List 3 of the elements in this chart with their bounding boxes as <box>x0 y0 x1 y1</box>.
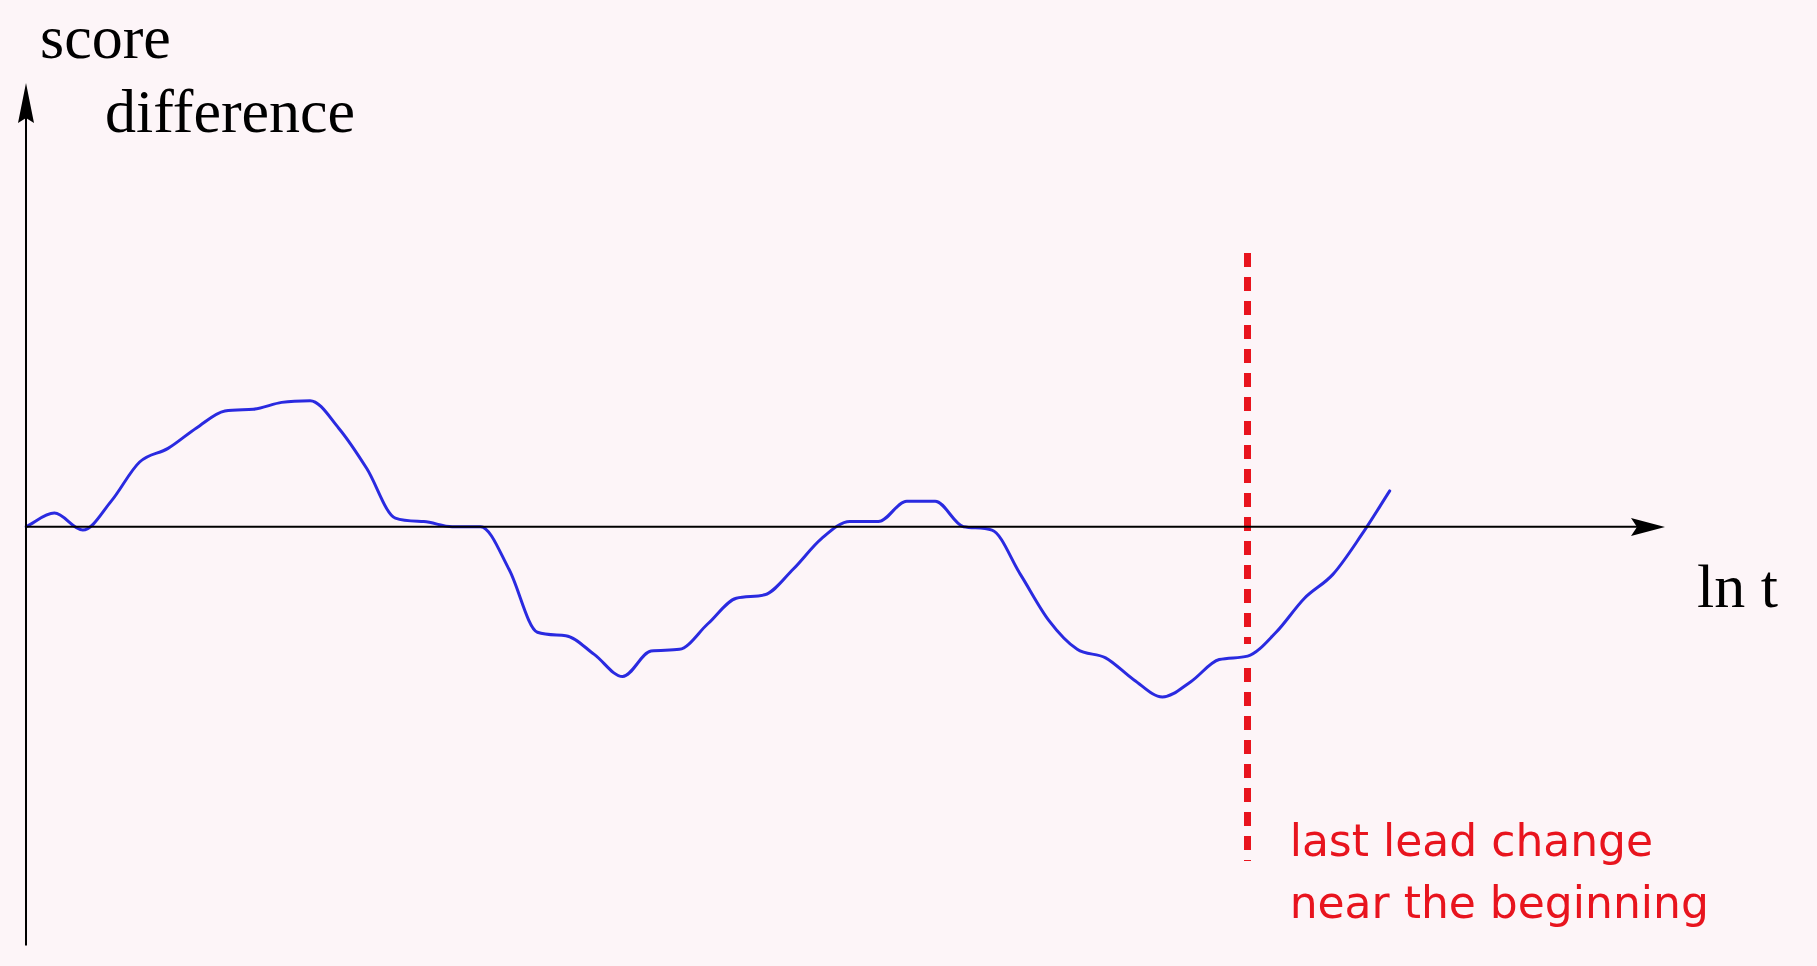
x-axis-title: ln t <box>1697 551 1778 620</box>
y-axis-title: score difference <box>40 3 356 145</box>
text: last lead change near the beginning <box>1289 814 1709 928</box>
